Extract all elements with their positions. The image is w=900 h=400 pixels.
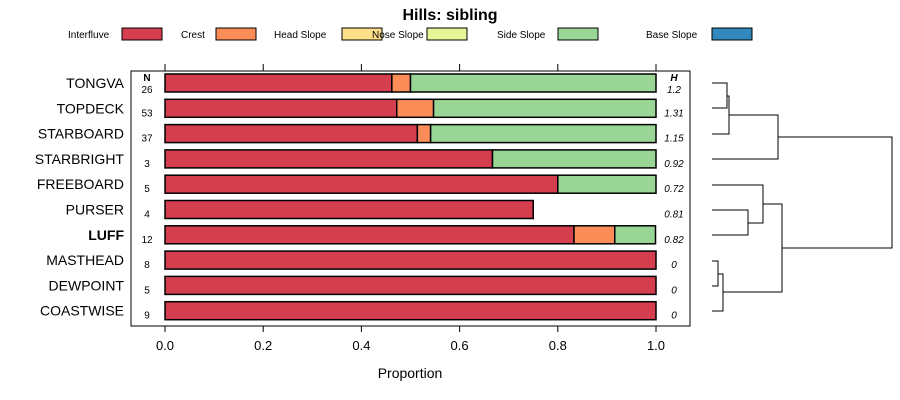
chart-title: Hills: sibling	[402, 7, 497, 24]
category-label: LUFF	[88, 227, 124, 243]
h-value: 1.15	[664, 134, 684, 145]
bar-segment-side-slope	[491, 149, 657, 169]
bar-segment-interfluve	[164, 250, 657, 270]
legend: Interfluve Crest Head Slope Nose Slope Side …	[68, 27, 753, 41]
category-label: TOPDECK	[57, 100, 125, 116]
dendro-link-starbright	[712, 114, 779, 160]
legend-swatch	[341, 27, 383, 41]
h-value: 0	[671, 311, 677, 322]
n-header: N	[143, 73, 150, 84]
dendrogram	[712, 82, 893, 312]
bar-segment-crest	[396, 98, 435, 119]
bar-segment-interfluve	[164, 275, 657, 296]
x-tick-label: 0.0	[156, 338, 174, 353]
bar-row: FREEBOARD 5 0.72	[37, 174, 684, 195]
bar-segment-side-slope	[429, 123, 657, 144]
legend-label: Head Slope	[274, 30, 327, 41]
category-label: MASTHEAD	[46, 252, 124, 268]
legend-swatch	[121, 27, 163, 41]
bar-segment-interfluve	[164, 73, 393, 93]
bar-segment-crest	[391, 73, 412, 93]
n-value: 26	[141, 85, 153, 96]
n-value: 8	[144, 260, 150, 271]
bar-segment-crest	[416, 123, 432, 144]
n-value: 53	[141, 108, 153, 119]
h-header: H	[670, 73, 678, 84]
bar-segment-interfluve	[164, 98, 398, 119]
bar-segment-crest	[573, 225, 616, 245]
legend-label: Nose Slope	[372, 30, 424, 41]
dendro-link-masthead-dewpoint	[712, 260, 719, 287]
dendro-link-freeboard	[712, 184, 764, 224]
bar-segment-interfluve	[164, 123, 419, 144]
h-value: 1.2	[667, 85, 681, 96]
category-label: STARBOARD	[38, 126, 124, 142]
bar-row: TOPDECK 53 1.31	[57, 98, 684, 119]
bar-segment-side-slope	[432, 98, 657, 119]
bar-row: STARBOARD 37 1.15	[38, 123, 684, 145]
n-value: 12	[141, 235, 153, 246]
h-value: 0	[671, 285, 677, 296]
category-label: TONGVA	[66, 75, 124, 91]
bar-row: LUFF 12 0.82	[88, 225, 684, 246]
bar-segment-side-slope	[409, 73, 657, 93]
x-tick-label: 0.2	[254, 338, 272, 353]
dendro-link-tongva-topdeck	[712, 82, 728, 109]
legend-label: Base Slope	[646, 30, 698, 41]
legend-label: Interfluve	[68, 30, 110, 41]
h-value: 0.92	[664, 159, 684, 170]
bar-segment-interfluve	[164, 174, 559, 194]
n-value: 9	[144, 311, 150, 322]
legend-label: Crest	[181, 30, 205, 41]
x-tick-label: 0.6	[451, 338, 469, 353]
bar-segment-side-slope	[614, 225, 657, 245]
legend-label: Side Slope	[497, 30, 546, 41]
n-value: 4	[144, 210, 150, 221]
category-label: PURSER	[66, 202, 124, 218]
h-value: 0.82	[664, 235, 684, 246]
category-label: FREEBOARD	[37, 176, 124, 192]
dendro-link-purser-luff	[712, 209, 749, 236]
legend-swatch	[711, 27, 753, 41]
legend-swatch	[557, 27, 599, 41]
n-value: 5	[144, 285, 150, 296]
bar-row: COASTWISE 9 0	[40, 300, 677, 322]
bar-segment-interfluve	[164, 300, 657, 321]
bar-row: TONGVA 26 1.2	[66, 73, 681, 96]
bar-row: PURSER 4 0.81	[66, 199, 684, 221]
h-value: 1.31	[664, 108, 683, 119]
bar-row: MASTHEAD 8 0	[46, 250, 677, 271]
plot-frame	[130, 70, 691, 327]
dendro-link-lower-cluster	[723, 203, 783, 293]
category-label: STARBRIGHT	[35, 151, 125, 167]
n-value: 5	[144, 184, 150, 195]
x-tick-label: 0.8	[549, 338, 567, 353]
bar-row: DEWPOINT 5 0	[49, 275, 677, 296]
bar-segment-interfluve	[164, 199, 534, 220]
bar-segment-interfluve	[164, 149, 494, 169]
h-value: 0.81	[664, 210, 683, 221]
dendro-link-root	[778, 136, 893, 249]
n-value: 3	[144, 159, 150, 170]
h-value: 0.72	[664, 184, 684, 195]
h-value: 0	[671, 260, 677, 271]
bar-row: STARBRIGHT 3 0.92	[35, 149, 684, 170]
x-axis: 0.0 0.2 0.4 0.6 0.8 1.0	[156, 64, 665, 353]
category-label: DEWPOINT	[49, 277, 125, 293]
legend-swatch	[426, 27, 468, 41]
x-axis-label: Proportion	[378, 365, 443, 381]
legend-swatch	[215, 27, 257, 41]
dendro-link-starboard	[712, 95, 730, 135]
x-tick-label: 0.4	[352, 338, 370, 353]
x-tick-label: 1.0	[647, 338, 665, 353]
bar-segment-interfluve	[164, 225, 575, 245]
n-value: 37	[141, 134, 153, 145]
bar-segment-side-slope	[557, 174, 657, 194]
category-label: COASTWISE	[40, 303, 124, 319]
